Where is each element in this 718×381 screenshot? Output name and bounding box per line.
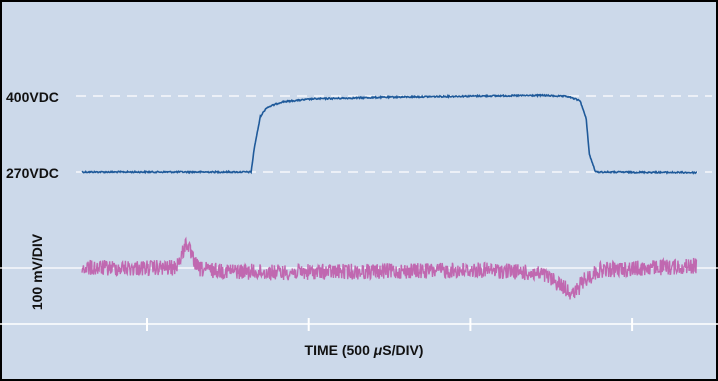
x-axis-label-mu: μ [373, 342, 383, 358]
trace-group [81, 93, 698, 300]
x-axis-label: TIME (500 μS/DIV) [305, 342, 424, 358]
time-axis-ticks [146, 318, 634, 331]
x-axis-label-suffix: S/DIV) [382, 342, 423, 358]
annotation-400vdc: 400VDC [6, 89, 59, 105]
series-ripple-line [81, 236, 698, 300]
series-voltage-line [81, 93, 698, 175]
x-axis-label-prefix: TIME (500 [305, 342, 374, 358]
annotation-270vdc: 270VDC [6, 165, 59, 181]
y-axis-label: 100 mV/DIV [29, 233, 45, 310]
